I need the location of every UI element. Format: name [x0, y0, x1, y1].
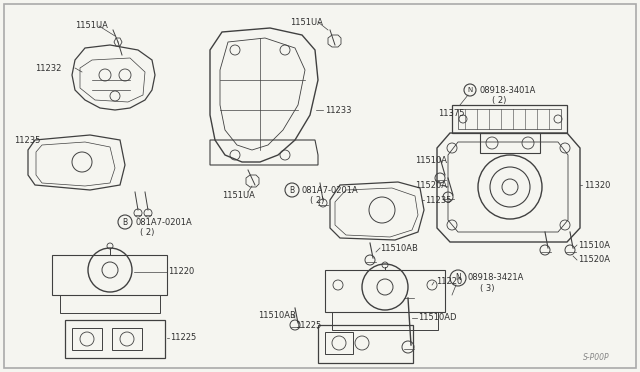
Text: 11235: 11235 [14, 135, 40, 144]
Text: 1151UA: 1151UA [290, 17, 323, 26]
Text: 11520A: 11520A [415, 180, 447, 189]
Text: N: N [467, 87, 472, 93]
Bar [325, 270, 445, 312]
Text: 08918-3421A: 08918-3421A [468, 273, 524, 282]
Text: 11510A: 11510A [578, 241, 610, 250]
Text: ( 2): ( 2) [310, 196, 324, 205]
Text: 081A7-0201A: 081A7-0201A [135, 218, 192, 227]
Bar [72, 328, 102, 350]
Text: ( 2): ( 2) [140, 228, 154, 237]
Bar [325, 332, 353, 354]
Text: 11510AD: 11510AD [418, 314, 456, 323]
Text: N: N [455, 273, 461, 282]
Text: 1151UA: 1151UA [75, 20, 108, 29]
Text: ( 2): ( 2) [492, 96, 506, 105]
Bar [65, 320, 165, 358]
Bar [480, 133, 540, 153]
Text: 11320: 11320 [584, 180, 611, 189]
Text: 11232: 11232 [35, 64, 61, 73]
Text: S-P00P: S-P00P [584, 353, 610, 362]
Bar [112, 328, 142, 350]
Text: 08918-3401A: 08918-3401A [480, 86, 536, 94]
Bar [318, 325, 413, 363]
Text: 11235: 11235 [425, 196, 451, 205]
Bar [452, 105, 567, 133]
Bar [52, 255, 167, 295]
Text: 11220: 11220 [168, 267, 195, 276]
Bar [332, 312, 438, 330]
Text: B: B [122, 218, 127, 227]
Text: 11225: 11225 [295, 321, 321, 330]
Text: 11375: 11375 [438, 109, 465, 118]
Bar [60, 295, 160, 313]
Text: 081A7-0201A: 081A7-0201A [302, 186, 359, 195]
Text: 11510AB: 11510AB [258, 311, 296, 320]
Text: 11520A: 11520A [578, 256, 610, 264]
Text: 11510A: 11510A [415, 155, 447, 164]
Text: B: B [289, 186, 294, 195]
Text: 11233: 11233 [325, 106, 351, 115]
Bar [458, 109, 561, 129]
Text: ( 3): ( 3) [480, 283, 495, 292]
Text: 1151UA: 1151UA [222, 190, 255, 199]
Text: 11220: 11220 [436, 278, 462, 286]
Text: 11510AB: 11510AB [380, 244, 418, 253]
Text: 11225: 11225 [170, 334, 196, 343]
